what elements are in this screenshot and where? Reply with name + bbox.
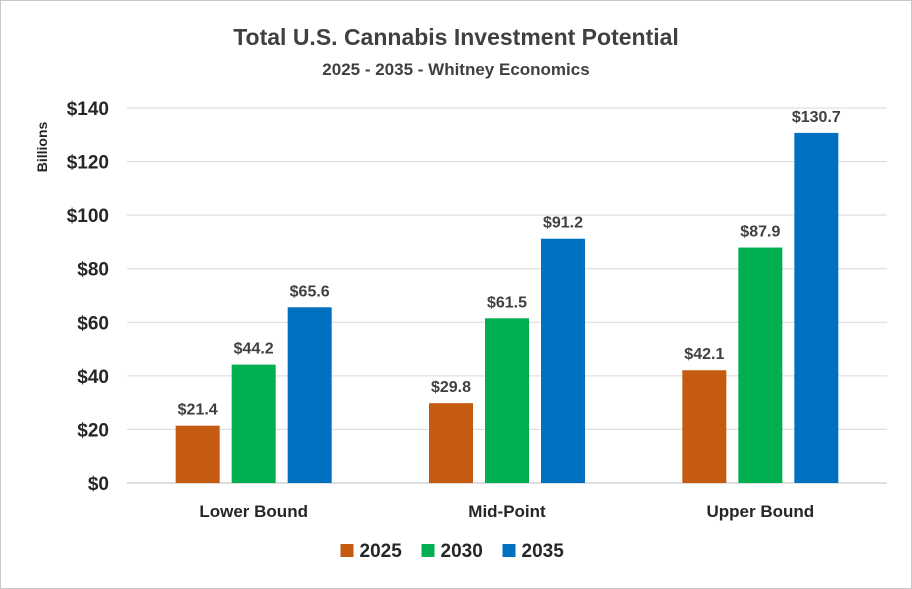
data-label: $91.2 — [543, 215, 583, 232]
x-category-label: Mid-Point — [468, 502, 546, 521]
y-tick-label: $40 — [77, 367, 109, 388]
bar-2025-mid-point — [429, 403, 473, 483]
y-tick-label: $140 — [67, 99, 109, 120]
data-label: $65.6 — [290, 283, 330, 300]
data-label: $42.1 — [684, 346, 724, 363]
x-category-label: Upper Bound — [707, 502, 815, 521]
bar-2025-lower-bound — [175, 425, 220, 483]
y-axis-label: Billions — [34, 122, 50, 173]
data-label: $29.8 — [431, 379, 471, 396]
legend-label-2025: 2025 — [360, 541, 403, 562]
x-category-label: Lower Bound — [199, 502, 308, 521]
x-axis-categories: Lower Bound Mid-Point Upper Bound — [199, 502, 814, 521]
bars — [175, 132, 839, 484]
y-axis-ticks: $0 $20 $40 $60 $80 $100 $120 $140 — [67, 99, 109, 495]
y-tick-label: $80 — [77, 260, 109, 281]
data-label: $21.4 — [178, 402, 218, 419]
chart-title: Total U.S. Cannabis Investment Potential — [233, 24, 679, 50]
y-tick-label: $0 — [88, 474, 109, 495]
legend-label-2030: 2030 — [441, 541, 483, 562]
y-tick-label: $120 — [67, 153, 109, 174]
bar-2035-upper-bound — [794, 132, 839, 484]
bar-2030-lower-bound — [231, 364, 276, 483]
legend-swatch-2025 — [340, 544, 354, 557]
bar-2025-upper-bound — [682, 370, 727, 483]
data-label: $87.9 — [740, 224, 780, 241]
legend-swatch-2035 — [502, 544, 516, 557]
legend-swatch-2030 — [421, 544, 435, 557]
data-label: $61.5 — [487, 294, 527, 311]
y-tick-label: $20 — [77, 420, 109, 441]
chart-subtitle: 2025 - 2035 - Whitney Economics — [322, 60, 589, 79]
bar-2035-lower-bound — [287, 307, 332, 483]
legend: 2025 2030 2035 — [340, 541, 565, 562]
bar-2030-mid-point — [485, 318, 529, 483]
bar-2035-mid-point — [541, 238, 585, 483]
bar-2030-upper-bound — [738, 247, 783, 483]
data-label: $130.7 — [792, 109, 841, 126]
legend-label-2035: 2035 — [522, 541, 565, 562]
y-tick-label: $100 — [67, 206, 109, 227]
data-label: $44.2 — [234, 341, 274, 358]
data-labels: $21.4 $44.2 $65.6 $29.8 $61.5 $91.2 $42.1 $87.9… — [178, 109, 841, 419]
y-tick-label: $60 — [77, 313, 109, 334]
